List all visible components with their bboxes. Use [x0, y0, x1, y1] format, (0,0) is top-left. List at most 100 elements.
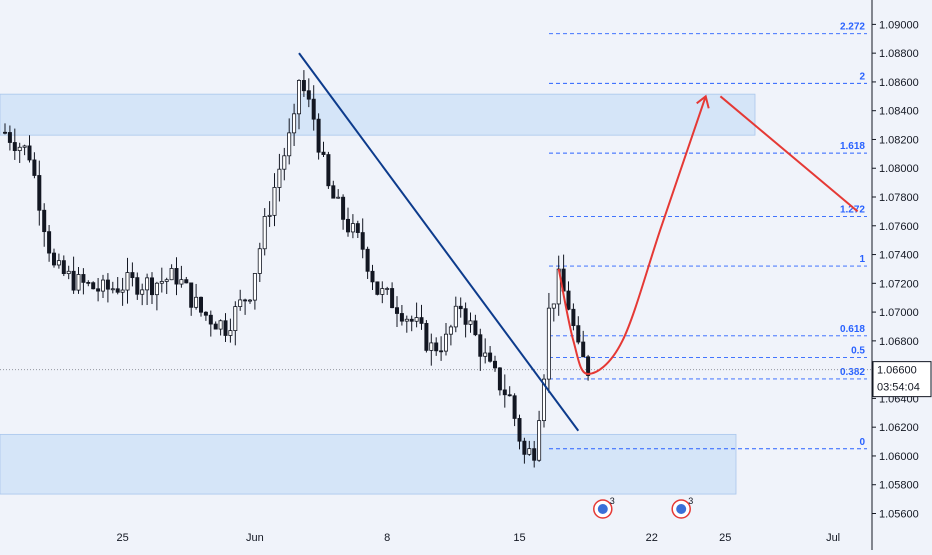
candle-body[interactable]	[135, 277, 140, 295]
candle-body[interactable]	[326, 154, 331, 187]
candle-body[interactable]	[463, 308, 468, 325]
candle-body[interactable]	[130, 272, 135, 279]
candle-body[interactable]	[238, 299, 243, 307]
candle-body[interactable]	[287, 132, 292, 157]
candle-body[interactable]	[267, 214, 272, 217]
candle-body[interactable]	[208, 314, 213, 325]
candle-body[interactable]	[350, 223, 355, 233]
candle-body[interactable]	[262, 216, 267, 250]
candle-body[interactable]	[292, 113, 297, 134]
candle-body[interactable]	[443, 333, 448, 352]
candle-body[interactable]	[213, 323, 218, 330]
candle-body[interactable]	[360, 232, 365, 250]
candle-body[interactable]	[149, 277, 154, 296]
candle-body[interactable]	[164, 279, 169, 282]
candle-body[interactable]	[341, 196, 346, 220]
candle-body[interactable]	[375, 281, 380, 295]
candle-body[interactable]	[125, 272, 130, 291]
candle-body[interactable]	[282, 155, 287, 170]
candle-body[interactable]	[228, 330, 233, 336]
candle-body[interactable]	[17, 146, 22, 152]
candle-body[interactable]	[56, 260, 61, 266]
candle-body[interactable]	[184, 279, 189, 284]
candle-body[interactable]	[12, 142, 17, 152]
candle-body[interactable]	[571, 308, 576, 327]
candle-body[interactable]	[272, 187, 277, 216]
candle-body[interactable]	[331, 185, 336, 199]
candle-body[interactable]	[321, 151, 326, 155]
candle-body[interactable]	[419, 317, 424, 324]
candle-body[interactable]	[429, 342, 434, 351]
candle-body[interactable]	[517, 418, 522, 442]
candle-body[interactable]	[86, 281, 91, 284]
candle-body[interactable]	[424, 323, 429, 351]
candle-body[interactable]	[546, 307, 551, 380]
drawings-layer[interactable]	[298, 52, 859, 432]
candle-body[interactable]	[91, 282, 96, 290]
candle-body[interactable]	[390, 288, 395, 309]
candle-body[interactable]	[586, 356, 591, 376]
candle-body[interactable]	[243, 299, 248, 302]
candle-body[interactable]	[345, 218, 350, 233]
candle-body[interactable]	[223, 320, 228, 336]
candle-body[interactable]	[473, 320, 478, 336]
candle-body[interactable]	[120, 289, 125, 293]
support-zone[interactable]	[0, 433, 737, 495]
candle-body[interactable]	[502, 389, 507, 396]
candle-body[interactable]	[257, 248, 262, 274]
candle-body[interactable]	[52, 252, 57, 266]
candle-body[interactable]	[233, 306, 238, 332]
candle-body[interactable]	[380, 288, 385, 295]
candle-body[interactable]	[174, 268, 179, 285]
candle-body[interactable]	[22, 145, 27, 148]
candle-body[interactable]	[453, 305, 458, 328]
candle-body[interactable]	[252, 273, 257, 301]
candle-body[interactable]	[47, 231, 52, 254]
candle-body[interactable]	[7, 132, 12, 143]
candle-body[interactable]	[66, 270, 71, 275]
candle-body[interactable]	[478, 334, 483, 357]
candle-body[interactable]	[105, 279, 110, 290]
candle-body[interactable]	[296, 80, 301, 115]
candle-body[interactable]	[311, 98, 316, 120]
candle-body[interactable]	[448, 326, 453, 335]
candle-body[interactable]	[277, 168, 282, 188]
candle-body[interactable]	[576, 325, 581, 343]
candle-body[interactable]	[110, 288, 115, 291]
candle-body[interactable]	[512, 395, 517, 419]
candle-body[interactable]	[203, 311, 208, 316]
resistance-zone[interactable]	[0, 93, 756, 136]
candle-body[interactable]	[370, 270, 375, 283]
projection-path[interactable]	[557, 95, 707, 375]
candle-body[interactable]	[537, 420, 542, 461]
candle-body[interactable]	[385, 288, 390, 290]
candle-body[interactable]	[542, 378, 547, 422]
candle-body[interactable]	[414, 317, 419, 322]
candles-layer[interactable]	[3, 70, 591, 468]
candle-body[interactable]	[483, 352, 488, 357]
candle-body[interactable]	[101, 279, 106, 292]
candle-body[interactable]	[365, 248, 370, 272]
candle-body[interactable]	[198, 296, 203, 313]
candle-body[interactable]	[179, 279, 184, 285]
candle-body[interactable]	[37, 175, 42, 211]
candle-body[interactable]	[189, 282, 194, 308]
candle-body[interactable]	[169, 268, 174, 281]
candle-body[interactable]	[71, 270, 76, 291]
price-axis[interactable]	[872, 0, 932, 550]
candle-body[interactable]	[306, 90, 311, 100]
candle-body[interactable]	[145, 277, 150, 291]
candle-body[interactable]	[3, 131, 8, 134]
candle-body[interactable]	[194, 296, 199, 308]
candle-body[interactable]	[439, 350, 444, 353]
candle-body[interactable]	[404, 318, 409, 322]
candle-body[interactable]	[336, 196, 341, 199]
candle-body[interactable]	[566, 290, 571, 310]
candle-body[interactable]	[355, 223, 360, 233]
candle-body[interactable]	[488, 352, 493, 362]
candle-body[interactable]	[247, 299, 252, 302]
candle-body[interactable]	[154, 282, 159, 296]
